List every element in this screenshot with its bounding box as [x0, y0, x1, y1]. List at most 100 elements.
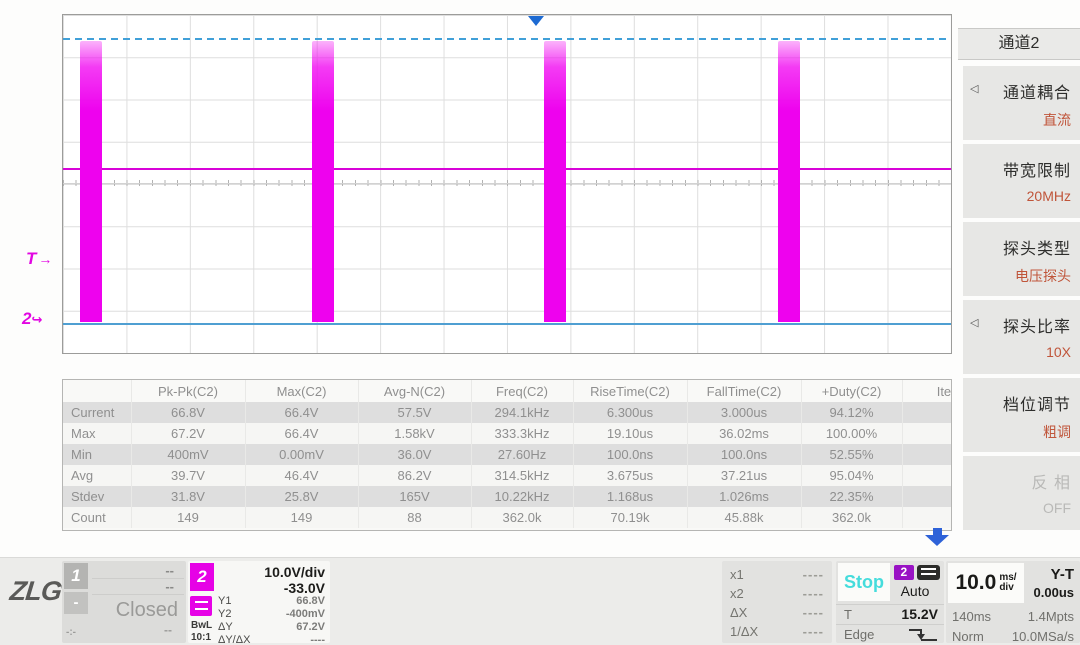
measurement-cell: 36.02ms: [686, 423, 801, 444]
waveform-pulse: [778, 41, 800, 322]
menu-item-label: 反 相: [1031, 475, 1071, 492]
waveform-pulse: [80, 41, 102, 322]
cursor-readout-row: ΔX ----: [730, 603, 824, 622]
channel2-position-label: 2: [22, 309, 32, 328]
sample-rate: 10.0MSa/s: [1011, 629, 1074, 643]
table-scroll-down-arrow[interactable]: [925, 528, 949, 546]
down-arrow-icon: [932, 528, 942, 535]
menu-item-value: 电压探头: [1015, 268, 1071, 284]
trigger-delay: 0.00us: [1033, 585, 1074, 600]
record-row: 140ms 1.4Mpts: [952, 609, 1074, 624]
menu-item-value: 直流: [1043, 112, 1071, 128]
measurement-cell: 36.0V: [357, 444, 471, 465]
measurement-cell: 66.8V: [130, 402, 245, 423]
timebase-scale-cell: 10.0 ms/ div: [948, 563, 1024, 603]
cursor-value: 66.8V: [296, 595, 325, 607]
measurement-table: Pk-Pk(C2) Max(C2) Avg-N(C2) Freq(C2) RiseTim…: [62, 379, 952, 531]
menu-item-3[interactable]: 探头类型 电压探头: [963, 222, 1080, 296]
cursor-label: ΔX: [730, 605, 748, 620]
measurement-cell: 66.4V: [244, 423, 358, 444]
channel2-cursor-readouts: Y1 66.8V Y2 -400mV ΔY 67.2V ΔY/ΔX ----: [218, 595, 325, 643]
cursor-y1-line[interactable]: [63, 38, 951, 40]
column-header: +Duty(C2): [800, 380, 902, 402]
menu-items: ◁ 通道耦合 直流 带宽限制 20MHz 探头类型 电压探头 ◁ 探头比率 10X 档位调节 粗调反 …: [958, 66, 1080, 530]
trigger-status-box[interactable]: Stop 2 Auto T 15.2V Edge: [836, 561, 944, 643]
measurement-cell: 1.168us: [572, 486, 687, 507]
zlg-logo: ZLG®: [8, 576, 67, 606]
measurement-cell: 86.2V: [357, 465, 471, 486]
measurement-cell: 88: [357, 507, 471, 528]
menu-item-2[interactable]: 带宽限制 20MHz: [963, 144, 1080, 218]
channel1-status-box[interactable]: 1 - -- -- Closed -:- --: [62, 561, 186, 643]
channel1-status-text: Closed: [115, 599, 178, 621]
row-label: Current: [71, 405, 115, 420]
center-horizontal-axis: [63, 180, 951, 186]
measurement-cell: 314.5kHz: [470, 465, 573, 486]
menu-item-label: 探头比率: [1002, 319, 1071, 336]
measurement-cell: 19.10us: [572, 423, 687, 444]
falling-edge-icon: [908, 627, 938, 643]
measurement-cell: [901, 444, 951, 465]
column-header: RiseTime(C2): [572, 380, 687, 402]
channel2-cursor-row: ΔY/ΔX ----: [218, 634, 325, 643]
measurement-cell: 294.1kHz: [470, 402, 573, 423]
measurement-cell: [901, 486, 951, 507]
cursor-value: ----: [802, 624, 824, 639]
column-header: Item: [901, 380, 951, 402]
menu-item-4[interactable]: ◁ 探头比率 10X: [963, 300, 1080, 374]
menu-item-value: 20MHz: [1026, 188, 1071, 204]
status-bar: ZLG® 1 - -- -- Closed -:- -- 2 10.0V/div…: [0, 557, 1080, 645]
cursor-icon: [190, 596, 212, 616]
channel2-cursor-row: Y2 -400mV: [218, 608, 325, 621]
menu-item-value: OFF: [1043, 500, 1071, 516]
measurement-cell: 31.8V: [130, 486, 245, 507]
cursor-readout-box[interactable]: x1 ---- x2 ---- ΔX ---- 1/ΔX ----: [722, 561, 832, 643]
trigger-position-marker-icon[interactable]: [528, 16, 544, 26]
measurement-cell: [901, 402, 951, 423]
waveform-pulse: [312, 41, 334, 322]
channel1-extra-value: --: [164, 623, 172, 637]
waveform-display[interactable]: [62, 14, 952, 354]
cursor-readout-row: 1/ΔX ----: [730, 622, 824, 641]
cursor-readout-row: x2 ----: [730, 584, 824, 603]
trigger-level-marker[interactable]: T →: [26, 249, 52, 269]
channel2-offset: -33.0V: [283, 580, 325, 596]
cursor-value: ----: [802, 586, 824, 601]
measurement-cell: 57.5V: [357, 402, 471, 423]
table-row: Min 400mV 0.00mV 36.0V 27.60Hz 100.0ns 100.0ns…: [63, 444, 951, 465]
measurement-cell: 27.60Hz: [470, 444, 573, 465]
menu-item-6[interactable]: 反 相 OFF: [963, 456, 1080, 530]
record-points: 1.4Mpts: [1027, 609, 1074, 624]
table-row: Max 67.2V 66.4V 1.58kV 333.3kHz 19.10us 36.02m…: [63, 423, 951, 444]
column-header: Avg-N(C2): [357, 380, 471, 402]
menu-item-1[interactable]: ◁ 通道耦合 直流: [963, 66, 1080, 140]
cursor-label: Y2: [218, 608, 232, 620]
measurement-cell: 100.00%: [800, 423, 902, 444]
column-header: Max(C2): [244, 380, 358, 402]
acquire-row: Norm 10.0MSa/s: [952, 629, 1074, 643]
measurement-cell: 3.675us: [572, 465, 687, 486]
menu-item-5[interactable]: 档位调节 粗调: [963, 378, 1080, 452]
cursor-value: -400mV: [285, 608, 325, 620]
trigger-level-value: 15.2V: [901, 606, 938, 622]
cursor-y2-line[interactable]: [63, 323, 951, 325]
channel2-status-box[interactable]: 2 10.0V/div -33.0V BwL 10:1 Y1 66.8V Y2 -40…: [188, 561, 330, 643]
measurement-cell: 52.55%: [800, 444, 902, 465]
measurement-cell: 149: [130, 507, 245, 528]
cursor-label: 1/ΔX: [730, 624, 759, 639]
channel2-position-marker[interactable]: 2↪: [22, 309, 42, 329]
timebase-status-box[interactable]: 10.0 ms/ div Y-T 0.00us 140ms 1.4Mpts No…: [946, 561, 1080, 643]
measurement-cell: 100.0ns: [572, 444, 687, 465]
measurement-cell: 100.0ns: [686, 444, 801, 465]
table-row: Stdev 31.8V 25.8V 165V 10.22kHz 1.168us 1.026m…: [63, 486, 951, 507]
cursor-value: ----: [310, 634, 325, 643]
probe-ratio-badge: 10:1: [191, 632, 212, 643]
menu-title: 通道2: [958, 28, 1080, 60]
measurement-cell: 0.00mV: [244, 444, 358, 465]
channel2-cursor-row: ΔY 67.2V: [218, 621, 325, 634]
column-header: Pk-Pk(C2): [130, 380, 245, 402]
measurement-cell: 362.0k: [470, 507, 573, 528]
trigger-level-label: T: [26, 249, 37, 268]
cursor-readout-row: x1 ----: [730, 565, 824, 584]
